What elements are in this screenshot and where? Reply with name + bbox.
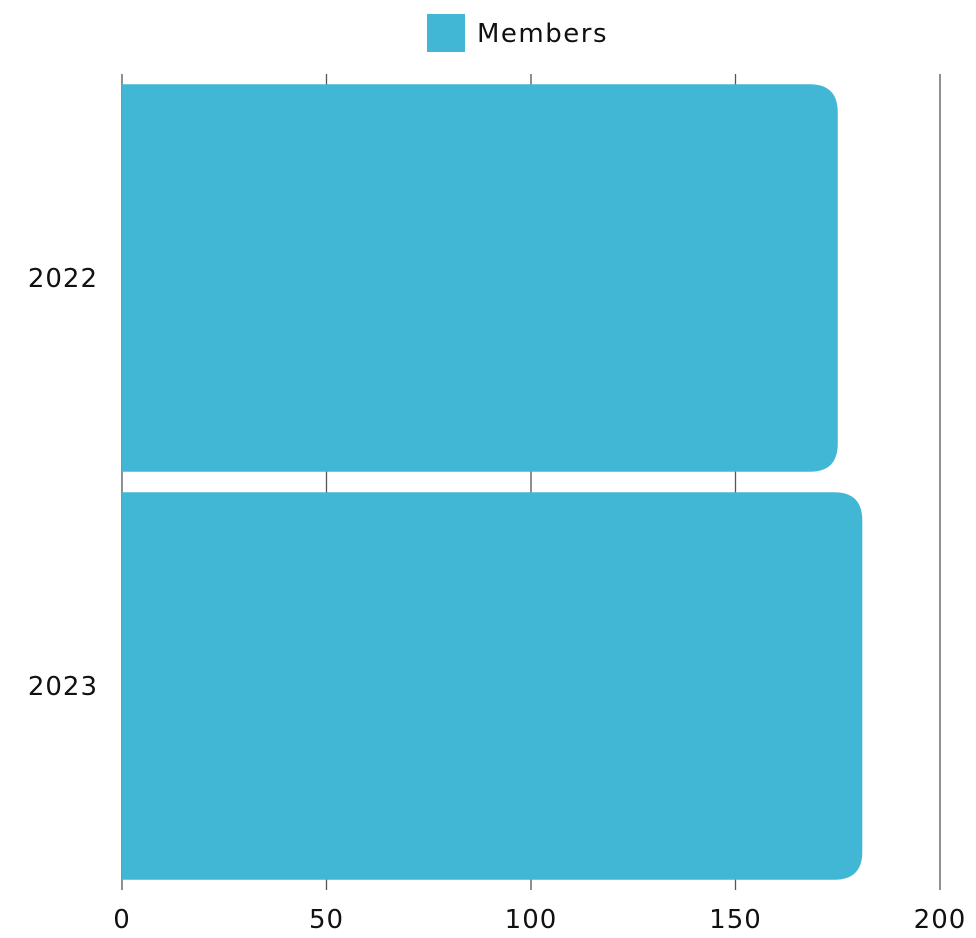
x-tick-label-150: 150 bbox=[709, 905, 762, 934]
x-tick-label-50: 50 bbox=[309, 905, 344, 934]
category-label-2023: 2023 bbox=[28, 672, 98, 702]
x-tick-label-100: 100 bbox=[505, 905, 558, 934]
category-axis: 2022 2023 bbox=[28, 264, 98, 702]
legend: Members bbox=[427, 14, 608, 52]
x-tick-label-0: 0 bbox=[113, 905, 131, 934]
legend-label-members: Members bbox=[477, 19, 608, 49]
value-axis: 0 50 100 150 200 bbox=[113, 905, 967, 935]
bar-2022 bbox=[122, 84, 838, 472]
x-tick-label-200: 200 bbox=[914, 905, 967, 934]
bars bbox=[122, 84, 863, 880]
legend-swatch-members bbox=[427, 14, 465, 52]
category-label-2022: 2022 bbox=[28, 264, 98, 294]
bar-2023 bbox=[122, 492, 863, 880]
